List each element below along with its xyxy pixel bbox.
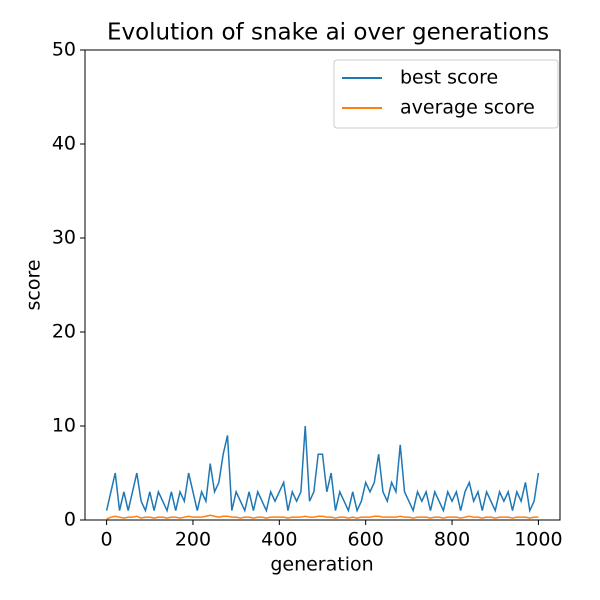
- x-axis-label: generation: [270, 554, 373, 576]
- x-tick-label: 200: [175, 529, 211, 551]
- y-tick-label: 50: [52, 39, 76, 61]
- legend-label: average score: [400, 97, 535, 119]
- y-tick-label: 30: [52, 227, 76, 249]
- chart-title: Evolution of snake ai over generations: [107, 20, 549, 46]
- line-series: [105, 425, 540, 514]
- x-tick-label: 800: [434, 529, 470, 551]
- y-tick-label: 0: [64, 509, 76, 531]
- y-tick-label: 20: [52, 321, 76, 343]
- line-series: [106, 514, 539, 520]
- x-tick-label: 600: [348, 529, 384, 551]
- x-tick-label: 1000: [514, 529, 562, 551]
- legend-box: [333, 59, 559, 129]
- plot-frame: [84, 49, 561, 521]
- legend-label: best score: [400, 67, 498, 89]
- x-tick-label: 0: [101, 529, 113, 551]
- y-tick-label: 10: [52, 415, 76, 437]
- x-tick-label: 400: [261, 529, 297, 551]
- y-tick-label: 40: [52, 133, 76, 155]
- y-axis-label: score: [23, 259, 45, 310]
